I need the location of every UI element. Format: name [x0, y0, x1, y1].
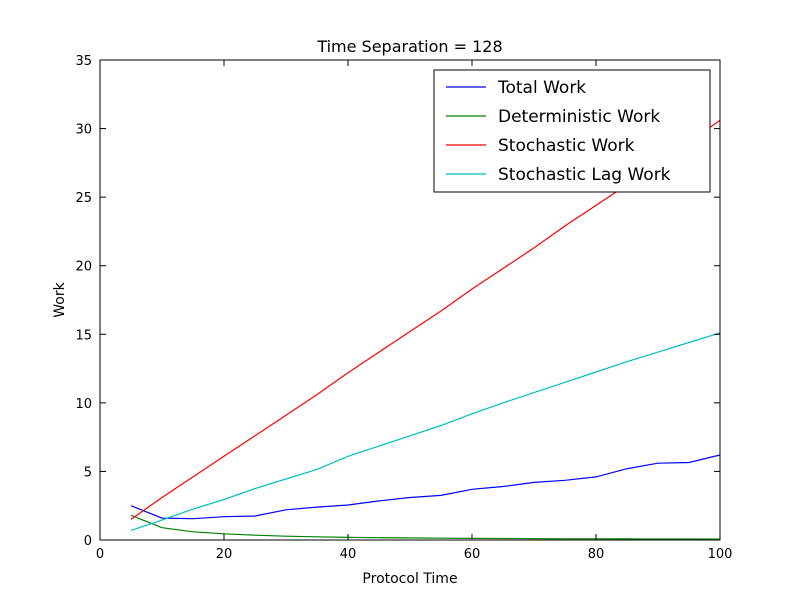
y-tick-label: 15: [75, 328, 92, 343]
x-tick-label: 0: [96, 547, 104, 562]
x-tick-label: 40: [340, 547, 357, 562]
legend-label: Deterministic Work: [498, 107, 660, 127]
series-line-stochastic-lag-work: [130, 332, 721, 531]
y-tick-label: 25: [75, 191, 92, 206]
y-tick-label: 0: [84, 534, 92, 549]
y-tick-label: 20: [75, 260, 92, 275]
ticks-layer: 0 20 40 60 80 100 0 5 10 15 20 25 30 35: [75, 54, 732, 562]
y-tick-label: 30: [75, 123, 92, 138]
x-tick-label: 80: [588, 547, 605, 562]
y-tick-label: 5: [84, 465, 92, 480]
y-tick-label: 10: [75, 397, 92, 412]
chart-title: Time Separation = 128: [316, 37, 502, 56]
legend-label: Stochastic Work: [498, 136, 635, 156]
plot-frame: [99, 59, 721, 541]
x-tick-label: 60: [464, 547, 481, 562]
x-axis-label: Protocol Time: [362, 571, 457, 587]
legend: Total Work Deterministic Work Stochastic W…: [433, 69, 711, 193]
series-line-total-work: [130, 454, 721, 520]
series-line-deterministic-work: [130, 514, 721, 540]
legend-box: [433, 69, 711, 193]
x-tick-label: 100: [708, 547, 733, 562]
y-axis-label: Work: [52, 281, 68, 317]
legend-label: Stochastic Lag Work: [498, 165, 671, 185]
x-tick-label: 20: [216, 547, 233, 562]
y-tick-label: 35: [75, 54, 92, 69]
legend-label: Total Work: [497, 78, 586, 98]
